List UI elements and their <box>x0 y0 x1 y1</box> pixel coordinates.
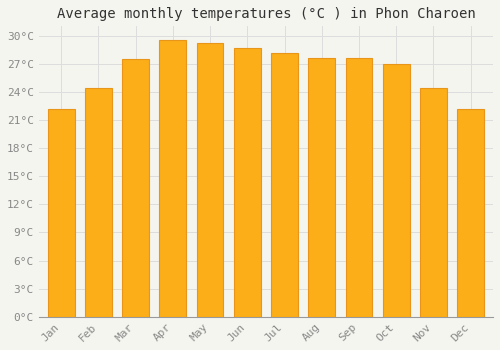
Bar <box>383 64 409 317</box>
Bar <box>160 40 186 317</box>
Title: Average monthly temperatures (°C ) in Phon Charoen: Average monthly temperatures (°C ) in Ph… <box>56 7 476 21</box>
Bar <box>420 88 447 317</box>
Bar <box>308 58 335 317</box>
Bar <box>271 52 298 317</box>
Bar <box>122 59 149 317</box>
Bar <box>48 109 74 317</box>
Bar <box>234 48 260 317</box>
Bar <box>196 43 224 317</box>
Bar <box>458 109 484 317</box>
Bar <box>85 88 112 317</box>
Bar <box>346 58 372 317</box>
